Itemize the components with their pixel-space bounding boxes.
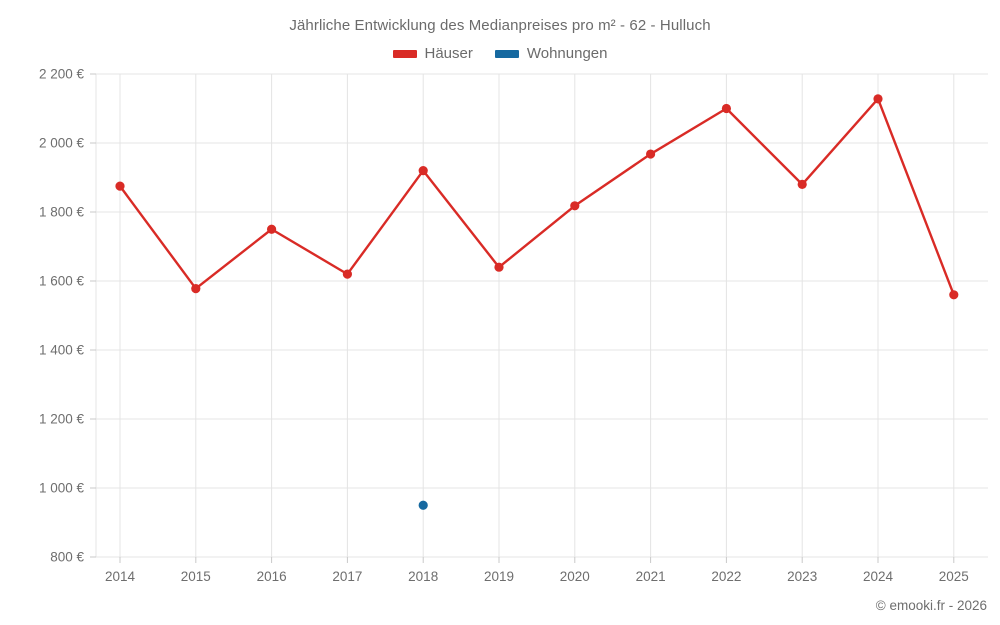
legend-item-wohnungen[interactable]: Wohnungen [494,45,608,62]
y-axis-tick-label: 1 600 € [38,273,84,289]
x-axis-tick-label: 2025 [938,569,969,584]
x-axis-tick-label: 2021 [635,569,666,584]
y-axis-tick-label: 2 200 € [38,66,84,82]
chart-legend: Häuser Wohnungen [0,45,1000,62]
x-axis-tick-label: 2022 [711,569,742,584]
legend-label-wohnungen: Wohnungen [526,45,608,62]
legend-swatch-hauser [392,49,417,58]
data-point-wohnungen[interactable] [418,500,428,510]
x-axis-tick-label: 2018 [408,569,439,584]
y-axis-tick-label: 800 € [50,549,84,565]
y-axis-tick-label: 1 000 € [38,480,84,496]
data-point-hauser[interactable] [418,166,428,176]
x-axis-tick-label: 2015 [180,569,211,584]
legend-label-hauser: Häuser [424,45,473,62]
x-axis-tick-label: 2019 [483,569,515,584]
data-point-hauser[interactable] [797,179,807,189]
y-axis-tick-label: 1 200 € [38,411,84,427]
y-axis-tick-label: 2 000 € [38,135,84,151]
data-point-hauser[interactable] [570,201,580,211]
chart-title: Jährliche Entwicklung des Medianpreises … [289,17,711,34]
data-point-hauser[interactable] [191,283,201,294]
y-axis-tick-label: 1 800 € [38,204,84,220]
series-line-hauser [118,97,955,296]
x-axis-tick-label: 2023 [787,569,818,584]
legend-swatch-wohnungen [494,49,519,58]
data-point-hauser[interactable] [721,103,732,114]
x-axis-tick-label: 2016 [256,569,287,584]
data-point-hauser[interactable] [646,149,656,159]
y-axis-tick-label: 1 400 € [38,342,84,358]
legend-item-hauser[interactable]: Häuser [392,45,473,62]
x-axis-tick-label: 2017 [332,569,363,584]
copyright-footer: © emooki.fr - 2026 [875,598,987,613]
data-point-hauser[interactable] [342,269,352,279]
data-point-hauser[interactable] [873,94,883,104]
x-axis-tick-label: 2014 [104,569,136,584]
data-point-hauser[interactable] [494,262,504,272]
data-point-hauser[interactable] [949,290,959,300]
x-axis-tick-label: 2020 [559,569,590,584]
x-axis-tick-label: 2024 [862,569,894,584]
data-point-hauser[interactable] [267,224,277,234]
data-point-hauser[interactable] [115,181,125,191]
